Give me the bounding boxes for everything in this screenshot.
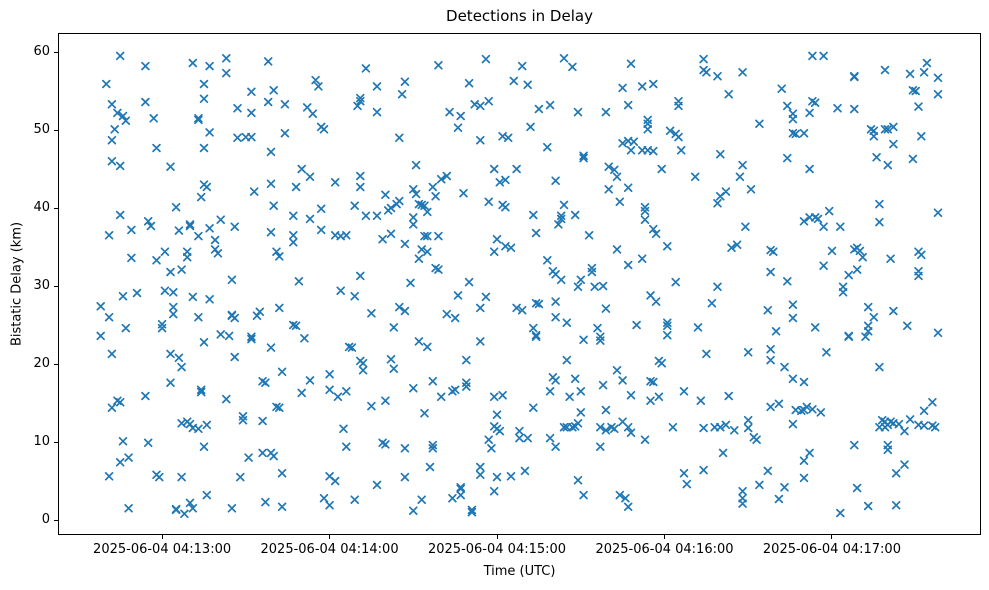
x-tick-mark	[161, 535, 163, 539]
y-tick-mark	[54, 363, 58, 365]
y-tick-mark	[54, 441, 58, 443]
y-tick-mark	[54, 129, 58, 131]
y-tick-label: 0	[41, 512, 50, 528]
y-tick-mark	[54, 519, 58, 521]
y-tick-label: 50	[33, 122, 50, 138]
x-tick-label: 2025-06-04 04:15:00	[427, 542, 567, 557]
scatter-markers	[96, 51, 943, 519]
x-tick-mark	[496, 535, 498, 539]
x-axis-label: Time (UTC)	[483, 564, 556, 579]
x-tick-mark	[831, 535, 833, 539]
y-tick-label: 40	[33, 200, 50, 216]
y-tick-label: 30	[33, 278, 50, 294]
y-tick-label: 10	[33, 434, 50, 450]
y-tick-mark	[54, 51, 58, 53]
y-tick-mark	[54, 285, 58, 287]
x-tick-mark	[663, 535, 665, 539]
x-tick-label: 2025-06-04 04:14:00	[260, 542, 399, 557]
y-tick-label: 60	[33, 44, 50, 60]
x-tick-label: 2025-06-04 04:17:00	[762, 542, 901, 557]
x-tick-label: 2025-06-04 04:16:00	[595, 542, 734, 557]
y-tick-label: 20	[33, 356, 50, 372]
scatter-plot-canvas	[96, 51, 943, 519]
y-tick-mark	[54, 207, 58, 209]
chart-title: Detections in Delay	[446, 7, 593, 25]
x-tick-label: 2025-06-04 04:13:00	[93, 542, 232, 557]
x-tick-mark	[329, 535, 331, 539]
